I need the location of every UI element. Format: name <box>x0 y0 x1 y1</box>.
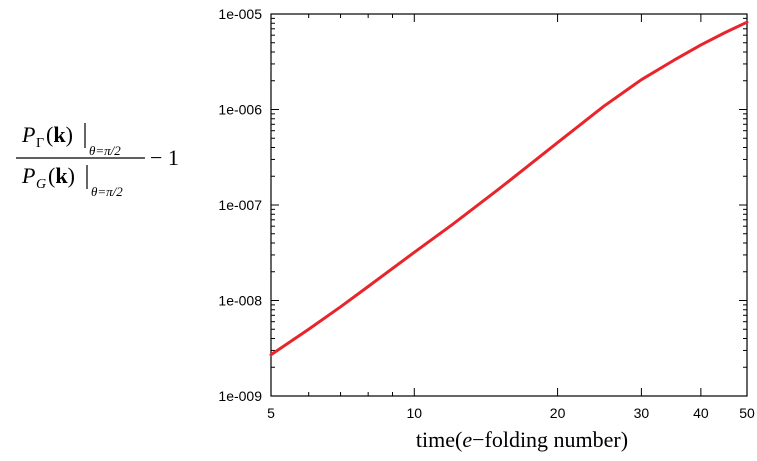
y-tick-label: 1e-009 <box>218 388 262 404</box>
plot-frame <box>270 13 748 397</box>
y-label-numerator-P: P <box>21 122 35 147</box>
y-label-denominator-sub: G <box>36 177 46 192</box>
y-label-denominator-P: P <box>21 163 35 188</box>
x-axis-label: time(e−folding number) <box>416 427 628 452</box>
y-label-denominator-arg: (k) <box>48 163 75 188</box>
y-label-denominator-cond: θ=π/2 <box>91 184 123 199</box>
y-label-numerator-cond: θ=π/2 <box>89 143 121 158</box>
y-label-numerator-sub: Γ <box>36 136 44 151</box>
x-tick-label: 40 <box>693 405 709 421</box>
y-tick-label: 1e-008 <box>218 293 262 309</box>
x-tick-label: 30 <box>634 405 650 421</box>
series-line <box>269 20 749 357</box>
y-axis-label: P Γ (k) θ=π/2 P G (k) θ=π/2 − 1 <box>16 122 179 199</box>
y-tick-label: 1e-007 <box>218 197 262 213</box>
y-tick-label: 1e-005 <box>218 6 262 22</box>
y-tick-label: 1e-006 <box>218 102 262 118</box>
y-label-numerator-arg: (k) <box>46 122 73 147</box>
x-tick-label: 50 <box>739 405 755 421</box>
x-tick-label: 10 <box>407 405 423 421</box>
y-label-minus-one: − 1 <box>150 145 179 170</box>
x-tick-label: 20 <box>550 405 566 421</box>
x-tick-label: 5 <box>267 405 275 421</box>
